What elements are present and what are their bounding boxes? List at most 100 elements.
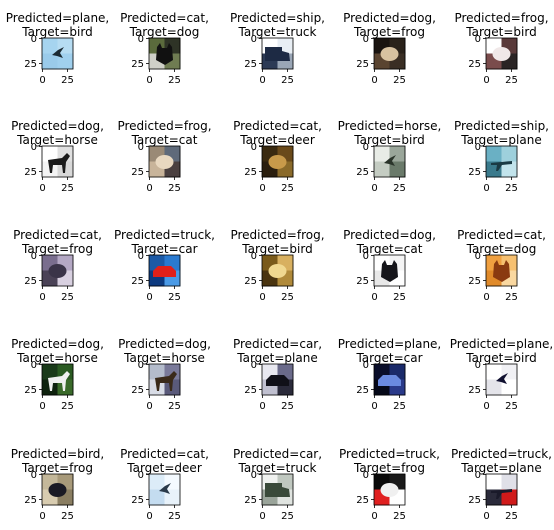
panel-8-title-target: Target=deer <box>239 133 315 147</box>
panel-13-ytick-label: 25 <box>244 276 257 287</box>
panel-17-image-tile <box>164 379 181 396</box>
panel-17-image-tile <box>164 364 181 380</box>
panel-7-title-predicted: Predicted=frog, <box>117 119 211 133</box>
panel-25-xtick-label: 0 <box>483 511 489 522</box>
panel-5-subject-icon <box>492 47 511 61</box>
panel-9-axes-frame <box>373 145 406 178</box>
panel-11-axes-frame <box>41 254 74 287</box>
panel-16-ytick-label: 0 <box>31 360 37 371</box>
panel-11-subject-icon <box>48 264 67 278</box>
panel-20-ytick-label: 0 <box>475 360 481 371</box>
panel-23-title-target: Target=truck <box>238 461 317 475</box>
panel-21-title-predicted: Predicted=bird, <box>11 447 105 461</box>
panel-11-title-predicted: Predicted=cat, <box>13 228 102 242</box>
panel-10-xtick-label: 0 <box>483 183 489 194</box>
panel-24-ytick-label: 0 <box>363 470 369 481</box>
panel-25-image-tile <box>486 474 502 490</box>
panel-7-xtick-label: 25 <box>168 183 181 194</box>
panel-15-title-target: Target=dog <box>466 242 537 256</box>
panel-6-xtick-label: 25 <box>61 183 74 194</box>
panel-16-title-target: Target=horse <box>16 351 98 365</box>
panel-4-xtick-label: 25 <box>393 75 406 86</box>
panel-10-title-target: Target=plane <box>460 133 541 147</box>
panel-22-ytick-label: 25 <box>131 495 144 506</box>
panel-1-xtick-label: 25 <box>61 75 74 86</box>
panel-19-xtick-label: 0 <box>371 401 377 412</box>
panel-17-image-tile <box>149 364 165 380</box>
panel-3-xtick-label: 25 <box>281 75 294 86</box>
panel-21-title-target: Target=frog <box>21 461 93 475</box>
panel-25-xtick-label: 25 <box>505 511 518 522</box>
panel-16-xtick-label: 0 <box>39 401 45 412</box>
panel-2-xtick-label: 0 <box>146 75 152 86</box>
panel-20-axes-frame <box>485 363 518 396</box>
panel-14-xtick-label: 0 <box>371 292 377 303</box>
panel-13-xtick-label: 0 <box>259 292 265 303</box>
panel-13-axes-frame <box>261 254 294 287</box>
panel-18-xtick-label: 25 <box>281 401 294 412</box>
panel-20-image-tile <box>486 364 502 380</box>
panel-22-subject-icon <box>159 483 171 494</box>
panel-22-image-tile <box>149 474 165 490</box>
panel-6-title-predicted: Predicted=dog, <box>11 119 104 133</box>
panel-17-title-target: Target=horse <box>123 351 205 365</box>
panel-9-xtick-label: 0 <box>371 183 377 194</box>
panel-13-ytick-label: 0 <box>251 251 257 262</box>
panel-15-xtick-label: 0 <box>483 292 489 303</box>
panel-5-title-predicted: Predicted=frog, <box>454 11 548 25</box>
panel-6-subject-icon <box>48 153 70 173</box>
panel-4-title-predicted: Predicted=dog, <box>343 11 436 25</box>
panel-16-image-tile <box>57 364 74 380</box>
panel-8-subject-icon <box>268 155 287 169</box>
panel-12-axes-frame <box>148 254 181 287</box>
panel-3-subject-icon <box>265 47 290 61</box>
panel-13-xtick-label: 25 <box>281 292 294 303</box>
panel-17-axes-frame <box>148 363 181 396</box>
panel-25-title-predicted: Predicted=truck, <box>451 447 552 461</box>
panel-14-axes-frame <box>373 254 406 287</box>
panel-11-xtick-label: 0 <box>39 292 45 303</box>
panel-2-title-predicted: Predicted=cat, <box>120 11 209 25</box>
panel-9-image-tile <box>374 146 390 162</box>
panel-14-title-predicted: Predicted=dog, <box>343 228 436 242</box>
panel-15-subject-icon <box>493 260 510 282</box>
panel-16-subject-icon <box>48 371 70 391</box>
panel-9-xtick-label: 25 <box>393 183 406 194</box>
panel-24-subject-icon <box>380 483 399 497</box>
panel-17-xtick-label: 0 <box>146 401 152 412</box>
panel-8-ytick-label: 0 <box>251 142 257 153</box>
panel-8-xtick-label: 25 <box>281 183 294 194</box>
panel-9-ytick-label: 25 <box>356 167 369 178</box>
panel-4-xtick-label: 0 <box>371 75 377 86</box>
panel-7-ytick-label: 25 <box>131 167 144 178</box>
panel-23-xtick-label: 0 <box>259 511 265 522</box>
panel-5-ytick-label: 25 <box>468 59 481 70</box>
panel-7-title-target: Target=cat <box>131 133 198 147</box>
panel-22-axes-frame <box>148 473 181 506</box>
panel-20-ytick-label: 25 <box>468 385 481 396</box>
panel-1-ytick-label: 25 <box>24 59 37 70</box>
panel-21-subject-icon <box>48 483 67 497</box>
panel-21-axes-frame <box>41 473 74 506</box>
panel-16-xtick-label: 25 <box>61 401 74 412</box>
panel-19-title-target: Target=car <box>355 351 422 365</box>
panel-8-axes-frame <box>261 145 294 178</box>
panel-4-axes-frame <box>373 37 406 70</box>
panel-20-xtick-label: 0 <box>483 401 489 412</box>
panel-20-title-target: Target=bird <box>465 351 536 365</box>
panel-6-image-tile <box>57 146 74 162</box>
panel-16-image-tile <box>57 379 74 396</box>
panel-4-ytick-label: 25 <box>356 59 369 70</box>
panel-2-ytick-label: 25 <box>131 59 144 70</box>
panel-1-ytick-label: 0 <box>31 34 37 45</box>
panel-6-axes-frame <box>41 145 74 178</box>
panel-14-subject-icon <box>381 260 398 282</box>
